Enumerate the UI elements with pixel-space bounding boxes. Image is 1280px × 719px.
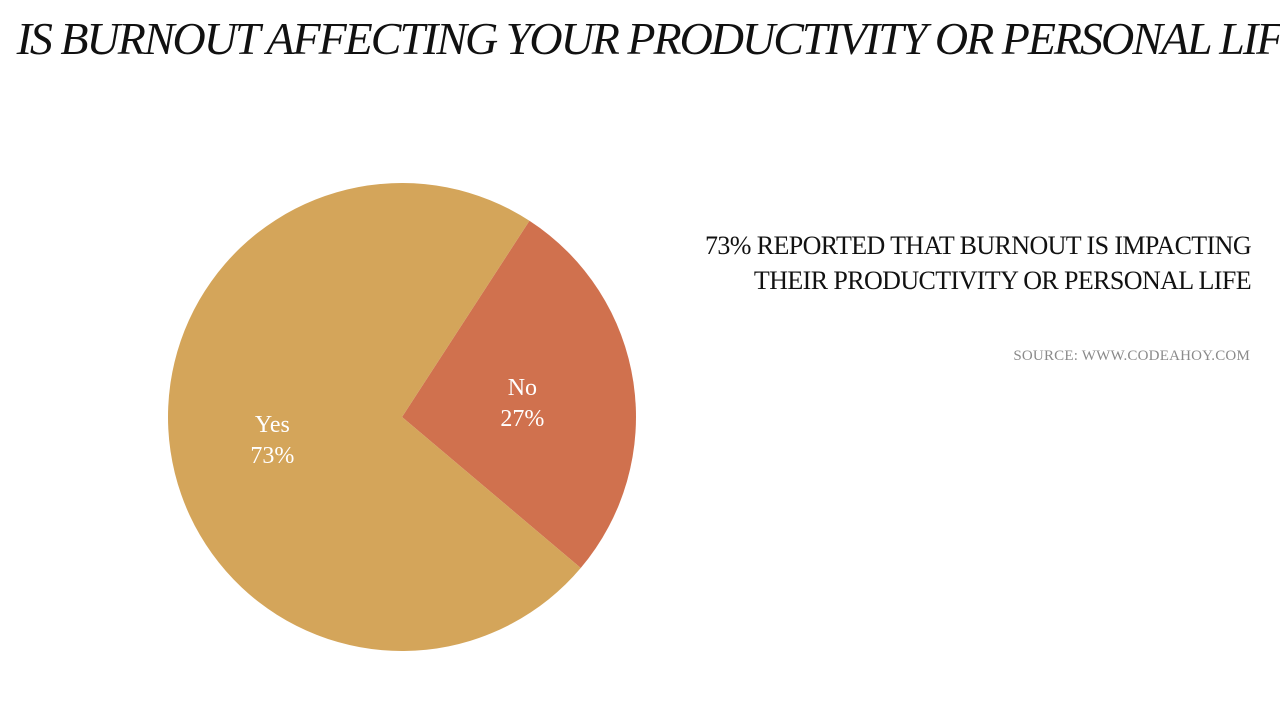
chart-title-text: IS BURNOUT AFFECTING YOUR PRODUCTIVITY O… xyxy=(16,13,1280,64)
source-text: SOURCE: WWW.CODEAHOY.COM xyxy=(1013,348,1250,364)
pie-label-yes-name: Yes xyxy=(255,412,290,438)
pie-slice-yes xyxy=(168,183,581,652)
chart-title: IS BURNOUT AFFECTING YOUR PRODUCTIVITY O… xyxy=(0,16,1280,62)
pie-label-no-name: No xyxy=(508,375,537,401)
callout-text: 73% REPORTED THAT BURNOUT IS IMPACTING T… xyxy=(704,231,1252,295)
pie-slice-no xyxy=(402,220,637,569)
pie-labels: No 27% Yes 73% xyxy=(250,375,544,469)
pie-label-yes-value: 73% xyxy=(250,443,294,469)
pie-slices xyxy=(168,183,637,652)
pie-label-no-value: 27% xyxy=(500,406,544,432)
